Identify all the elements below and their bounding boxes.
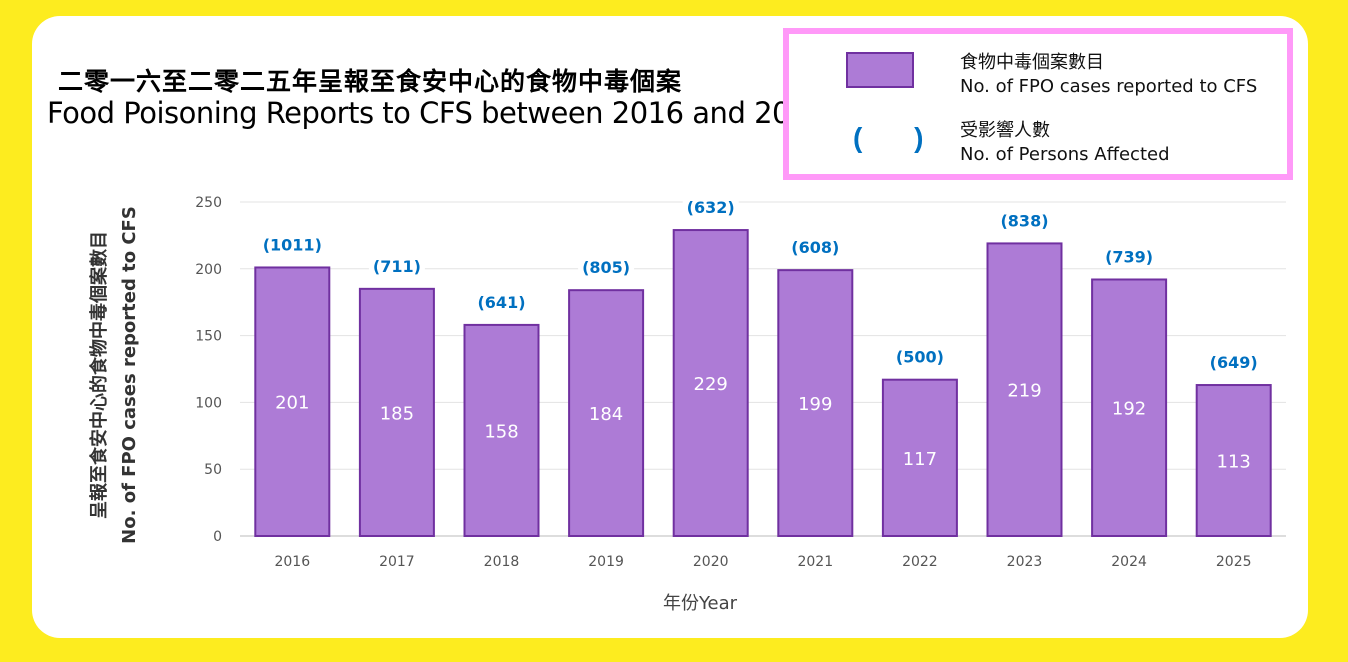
persons-affected-label: (500) xyxy=(896,348,944,367)
persons-label-bg xyxy=(891,345,948,368)
legend-bar-swatch xyxy=(846,52,914,88)
bar-value-label: 113 xyxy=(1217,452,1251,473)
bar-value-label: 184 xyxy=(589,404,623,425)
bar-value-label: 158 xyxy=(484,421,518,442)
y-tick-label: 250 xyxy=(195,195,222,211)
bar xyxy=(254,266,331,537)
persons-affected-label: (632) xyxy=(687,198,735,217)
persons-affected-label: (1011) xyxy=(263,235,322,254)
x-tick-label: 2020 xyxy=(693,554,729,570)
persons-affected-label: (739) xyxy=(1105,247,1153,266)
bar-value-label: 219 xyxy=(1007,381,1041,402)
bar xyxy=(1195,384,1272,538)
legend-parentheses-symbol: ( ) xyxy=(853,122,946,153)
bar-value-label: 192 xyxy=(1112,399,1146,420)
bar xyxy=(1091,278,1168,537)
bar xyxy=(777,269,854,537)
persons-label-bg xyxy=(264,233,321,256)
legend-persons-zh: 受影響人數 xyxy=(960,120,1050,141)
persons-affected-label: (649) xyxy=(1210,353,1258,372)
x-tick-label: 2017 xyxy=(379,554,415,570)
persons-affected-label: (641) xyxy=(477,293,525,312)
legend-persons-en: No. of Persons Affected xyxy=(960,144,1170,165)
persons-label-bg xyxy=(787,236,844,259)
chart-title-zh: 二零一六至二零二五年呈報至食安中心的食物中毒個案 xyxy=(58,67,683,96)
persons-label-bg xyxy=(682,196,739,219)
bar-value-label: 199 xyxy=(798,394,832,415)
persons-label-bg xyxy=(1101,245,1158,268)
persons-affected-label: (608) xyxy=(791,238,839,257)
persons-label-bg xyxy=(473,290,530,313)
x-tick-label: 2018 xyxy=(484,554,520,570)
bar xyxy=(463,323,540,537)
x-tick-label: 2022 xyxy=(902,554,938,570)
persons-label-bg xyxy=(578,256,635,279)
persons-label-bg xyxy=(996,209,1053,232)
chart-title-en: Food Poisoning Reports to CFS between 20… xyxy=(47,96,826,130)
persons-affected-label: (805) xyxy=(582,258,630,277)
x-axis-label: 年份Year xyxy=(662,593,738,614)
bar-value-label: 201 xyxy=(275,393,309,414)
y-tick-label: 50 xyxy=(204,462,222,478)
x-tick-label: 2025 xyxy=(1216,554,1252,570)
bar xyxy=(672,229,749,537)
bar xyxy=(358,287,435,537)
legend: 食物中毒個案數目 No. of FPO cases reported to CF… xyxy=(783,28,1293,180)
persons-label-bg xyxy=(368,254,425,277)
y-tick-label: 200 xyxy=(195,262,222,278)
legend-cases-en: No. of FPO cases reported to CFS xyxy=(960,76,1258,97)
bar-value-label: 229 xyxy=(694,374,728,395)
bar xyxy=(568,289,645,537)
persons-affected-label: (838) xyxy=(1000,211,1048,230)
x-tick-label: 2023 xyxy=(1007,554,1043,570)
y-tick-label: 0 xyxy=(213,529,222,545)
bar-value-label: 185 xyxy=(380,403,414,424)
x-tick-label: 2021 xyxy=(797,554,833,570)
bar-value-label: 117 xyxy=(903,449,937,470)
x-tick-label: 2019 xyxy=(588,554,624,570)
y-tick-label: 150 xyxy=(195,329,222,345)
persons-affected-label: (711) xyxy=(373,257,421,276)
x-tick-label: 2016 xyxy=(274,554,310,570)
bar xyxy=(986,242,1063,538)
bar xyxy=(881,378,958,537)
x-tick-label: 2024 xyxy=(1111,554,1147,570)
legend-cases-zh: 食物中毒個案數目 xyxy=(960,52,1104,73)
y-tick-label: 100 xyxy=(195,395,222,411)
persons-label-bg xyxy=(1205,351,1262,374)
